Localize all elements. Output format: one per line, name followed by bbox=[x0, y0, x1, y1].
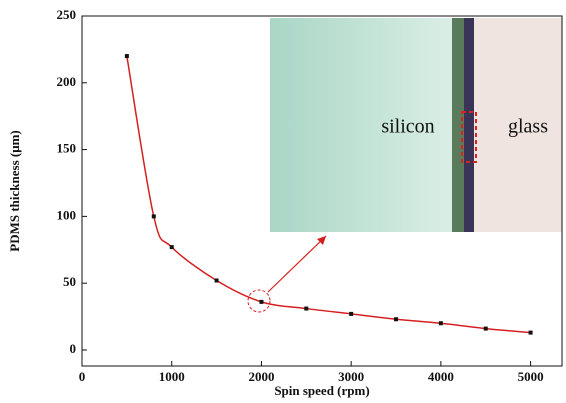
point bbox=[304, 307, 308, 311]
y-tick-label: 250 bbox=[57, 7, 77, 22]
point bbox=[215, 279, 219, 283]
chart: silicon glass Spin speed (rpm) PDMS thic… bbox=[0, 0, 566, 403]
point bbox=[394, 317, 398, 321]
x-tick-label: 1000 bbox=[159, 369, 185, 384]
y-tick-label: 0 bbox=[70, 341, 77, 356]
x-tick-label: 2000 bbox=[248, 369, 274, 384]
inset-image: silicon glass bbox=[270, 18, 562, 232]
point bbox=[170, 245, 174, 249]
point bbox=[529, 331, 533, 335]
point bbox=[484, 327, 488, 331]
arrow bbox=[268, 236, 326, 292]
annotation: glass bbox=[508, 116, 548, 138]
y-tick-label: 100 bbox=[57, 207, 77, 222]
x-tick-label: 3000 bbox=[338, 369, 364, 384]
gap bbox=[464, 18, 474, 232]
y-axis-label: PDMS thickness (μm) bbox=[7, 130, 22, 251]
x-axis-label: Spin speed (rpm) bbox=[274, 383, 369, 398]
y-tick-label: 200 bbox=[57, 74, 77, 89]
x-tick-label: 0 bbox=[79, 369, 86, 384]
x-tick-label: 5000 bbox=[518, 369, 544, 384]
y-tick-label: 50 bbox=[63, 274, 76, 289]
point bbox=[125, 54, 129, 58]
y-tick-label: 150 bbox=[57, 141, 77, 156]
page: silicon glass Spin speed (rpm) PDMS thic… bbox=[0, 0, 566, 403]
point bbox=[439, 321, 443, 325]
point bbox=[349, 312, 353, 316]
x-tick-label: 4000 bbox=[428, 369, 454, 384]
point bbox=[152, 214, 156, 218]
annotation: silicon bbox=[381, 116, 434, 138]
point bbox=[259, 300, 263, 304]
